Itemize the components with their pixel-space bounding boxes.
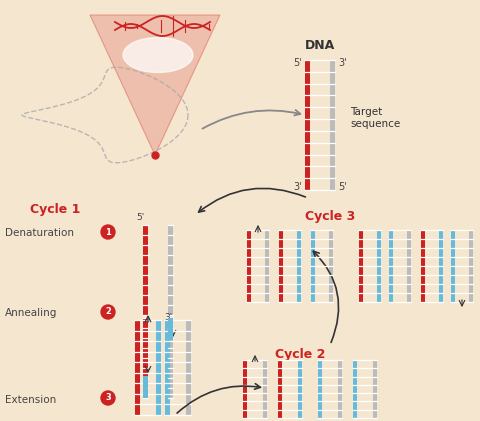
Text: 1: 1 [105, 227, 111, 237]
Bar [297, 230, 301, 302]
Bar [186, 320, 191, 415]
Bar [135, 320, 140, 415]
Bar [389, 230, 393, 302]
Bar [359, 230, 363, 302]
Polygon shape [90, 15, 220, 155]
Bar [469, 230, 473, 302]
Text: Annealing: Annealing [5, 308, 58, 318]
Bar [305, 60, 310, 190]
Bar [407, 230, 411, 302]
Bar [168, 225, 173, 315]
Bar [243, 360, 247, 418]
Bar [373, 360, 377, 418]
Circle shape [101, 391, 115, 405]
Text: Denaturation: Denaturation [5, 228, 74, 238]
Ellipse shape [123, 37, 193, 72]
Bar [278, 360, 282, 418]
Bar [421, 230, 425, 302]
Bar [439, 230, 443, 302]
Text: Target
sequence: Target sequence [350, 107, 400, 129]
Bar [143, 225, 148, 315]
Bar [451, 230, 455, 302]
Text: 3': 3' [164, 313, 172, 322]
Text: 5': 5' [338, 182, 347, 192]
Bar [265, 230, 269, 302]
Text: 3': 3' [338, 58, 347, 68]
Bar [353, 360, 357, 418]
Bar [329, 230, 333, 302]
Bar [143, 376, 148, 398]
Bar [263, 360, 267, 418]
Text: DNA: DNA [305, 39, 335, 52]
Bar [168, 318, 173, 398]
Text: 3: 3 [105, 394, 111, 402]
Bar [311, 230, 315, 302]
Text: Cycle 1: Cycle 1 [30, 203, 80, 216]
Bar [247, 230, 251, 302]
Text: 5': 5' [136, 213, 144, 222]
Text: 2: 2 [105, 307, 111, 317]
Text: 3': 3' [293, 182, 302, 192]
Text: Cycle 2: Cycle 2 [275, 348, 325, 361]
Bar [279, 230, 283, 302]
Circle shape [101, 305, 115, 319]
Circle shape [101, 225, 115, 239]
Bar [330, 60, 335, 190]
Bar [298, 360, 302, 418]
Bar [156, 320, 161, 415]
Text: Cycle 3: Cycle 3 [305, 210, 355, 223]
Text: Extension: Extension [5, 395, 56, 405]
Bar [338, 360, 342, 418]
Bar [168, 318, 173, 340]
Bar [318, 360, 322, 418]
Bar [377, 230, 381, 302]
Text: 5': 5' [293, 58, 302, 68]
Bar [165, 320, 170, 415]
Bar [143, 318, 148, 398]
